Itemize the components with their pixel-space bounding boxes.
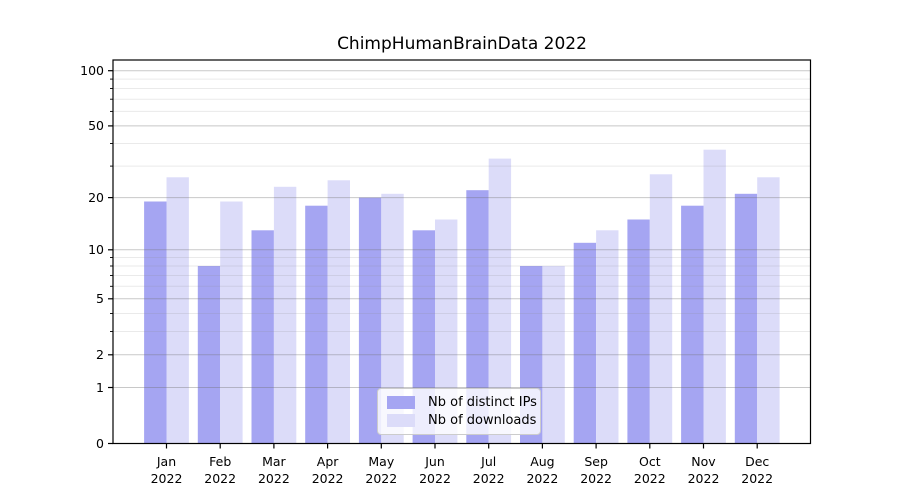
x-tick-year-jul: 2022 [473, 471, 505, 486]
x-tick-year-mar: 2022 [258, 471, 290, 486]
bar-distinct-ips-oct [627, 219, 650, 444]
x-tick-year-sep: 2022 [580, 471, 612, 486]
bar-downloads-jun [435, 219, 458, 444]
bar-downloads-nov [703, 149, 726, 444]
x-tick-label-jan: Jan [156, 454, 176, 469]
y-tick-label-100: 100 [80, 63, 104, 78]
bar-distinct-ips-apr [305, 205, 328, 444]
bar-distinct-ips-sep [573, 242, 597, 444]
bar-downloads-oct [649, 174, 673, 444]
legend-label-distinct-ips: Nb of distinct IPs [428, 394, 537, 410]
legend: Nb of distinct IPs Nb of downloads [377, 388, 541, 435]
bar-downloads-sep [596, 230, 619, 444]
x-tick-year-apr: 2022 [312, 471, 344, 486]
x-tick-year-feb: 2022 [204, 471, 236, 486]
y-tick-label-0: 0 [96, 436, 104, 451]
x-tick-label-may: May [368, 454, 394, 469]
plot-border [112, 59, 812, 445]
x-tick-label-mar: Mar [262, 454, 286, 469]
x-tick-year-jun: 2022 [419, 471, 451, 486]
x-tick-label-apr: Apr [317, 454, 339, 469]
x-tick-year-oct: 2022 [634, 471, 666, 486]
x-tick-label-dec: Dec [745, 454, 769, 469]
y-tick-label-1: 1 [96, 380, 104, 395]
x-tick-label-sep: Sep [584, 454, 608, 469]
x-tick-year-may: 2022 [365, 471, 397, 486]
bar-downloads-jan [166, 177, 189, 444]
chart-title: ChimpHumanBrainData 2022 [337, 34, 587, 54]
legend-swatch-downloads [387, 414, 415, 428]
x-tick-label-jul: Jul [480, 454, 496, 469]
x-tick-year-jan: 2022 [151, 471, 183, 486]
x-tick-year-nov: 2022 [688, 471, 720, 486]
bar-downloads-jul [488, 158, 512, 444]
x-tick-year-aug: 2022 [526, 471, 558, 486]
bar-distinct-ips-dec [734, 193, 758, 444]
y-tick-label-2: 2 [96, 347, 104, 362]
bar-downloads-aug [542, 266, 565, 444]
bar-distinct-ips-may [358, 197, 382, 444]
x-tick-label-oct: Oct [639, 454, 661, 469]
legend-item-distinct-ips: Nb of distinct IPs [378, 395, 540, 410]
y-tick-label-10: 10 [88, 242, 104, 257]
x-tick-year-dec: 2022 [741, 471, 773, 486]
bar-distinct-ips-jul [466, 190, 489, 444]
y-tick-label-5: 5 [96, 291, 104, 306]
x-tick-label-nov: Nov [691, 454, 716, 469]
x-tick-label-feb: Feb [209, 454, 231, 469]
bar-distinct-ips-nov [681, 205, 704, 444]
x-tick-label-aug: Aug [530, 454, 554, 469]
bar-downloads-may [381, 193, 404, 444]
y-tick-label-20: 20 [88, 190, 104, 205]
legend-swatch-distinct-ips [387, 395, 415, 409]
bar-downloads-dec [757, 177, 780, 444]
bar-distinct-ips-feb [197, 266, 221, 444]
legend-label-downloads: Nb of downloads [428, 413, 537, 429]
bar-downloads-apr [327, 180, 350, 444]
legend-item-downloads: Nb of downloads [378, 413, 540, 428]
bar-distinct-ips-jan [144, 201, 167, 444]
y-tick-label-50: 50 [88, 118, 104, 133]
bar-downloads-feb [220, 201, 243, 444]
x-tick-label-jun: Jun [424, 454, 445, 469]
bar-downloads-mar [273, 186, 297, 444]
bar-distinct-ips-mar [251, 230, 274, 444]
